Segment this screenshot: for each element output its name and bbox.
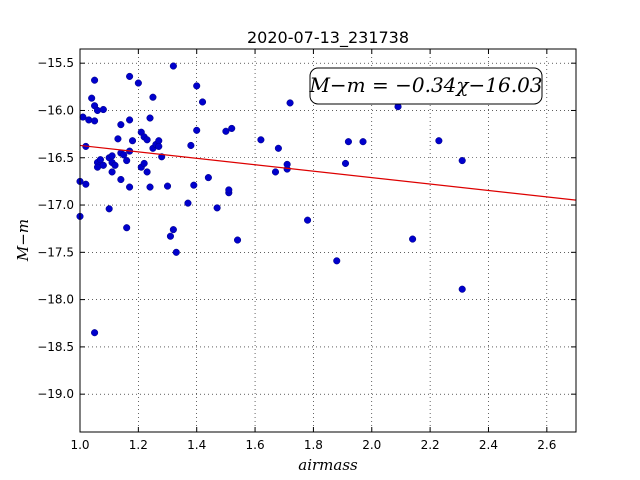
- data-point: [184, 199, 192, 207]
- y-tick-label: −15.5: [37, 56, 74, 70]
- x-tick-labels: 1.0 1.2 1.4 1.6 1.8 2.0 2.2 2.4 2.6: [70, 438, 556, 452]
- data-point: [134, 79, 142, 87]
- data-point: [93, 106, 102, 115]
- data-point: [146, 114, 154, 122]
- data-point: [79, 113, 87, 121]
- data-point: [85, 116, 93, 124]
- data-point: [409, 235, 417, 243]
- data-point: [234, 236, 242, 244]
- data-point: [341, 159, 350, 167]
- data-points: [76, 62, 466, 337]
- data-point: [458, 157, 466, 165]
- x-tick-label: 2.4: [479, 438, 498, 452]
- data-point: [187, 141, 195, 150]
- data-point: [96, 156, 104, 164]
- data-point: [304, 216, 312, 224]
- data-point: [126, 183, 134, 191]
- data-point: [163, 182, 172, 190]
- x-tick-label: 1.4: [187, 438, 206, 452]
- y-tick-labels: −15.5 −16.0 −16.5 −17.0 −17.5 −18.0 −18.5 −19.0: [37, 56, 74, 401]
- chart-title: 2020-07-13_231738: [247, 28, 409, 48]
- data-point: [117, 175, 125, 184]
- data-point: [123, 224, 131, 232]
- data-point: [114, 135, 122, 143]
- data-point: [140, 159, 148, 167]
- y-tick-label: −17.0: [37, 198, 74, 212]
- data-point: [166, 232, 174, 240]
- data-point: [146, 183, 154, 191]
- data-point: [435, 137, 443, 145]
- grid-lines: [79, 49, 576, 432]
- y-tick-label: −16.5: [37, 151, 74, 165]
- data-point: [105, 205, 113, 213]
- plot-frame: [79, 48, 577, 433]
- data-point: [128, 137, 137, 145]
- data-point: [111, 161, 119, 169]
- data-point: [169, 226, 177, 234]
- data-point: [225, 186, 233, 194]
- y-axis-label: M−m: [14, 219, 32, 262]
- data-point: [108, 168, 116, 176]
- annotation-box-border: [309, 67, 543, 105]
- data-point: [204, 174, 212, 182]
- data-point: [359, 138, 367, 146]
- data-point: [91, 76, 99, 84]
- y-tick-label: −17.5: [37, 245, 74, 259]
- fit-line: [79, 144, 577, 201]
- y-tick-label: −18.5: [37, 340, 74, 354]
- data-point: [228, 124, 236, 132]
- fit-equation-text: M−m = −0.34χ−16.03: [308, 73, 542, 97]
- data-point: [169, 62, 177, 70]
- fit-equation-annotation: M−m = −0.34χ−16.03: [308, 67, 543, 105]
- data-point: [143, 136, 151, 144]
- data-point: [108, 152, 116, 160]
- x-tick-label: 2.0: [362, 438, 381, 452]
- plot-background: [80, 49, 576, 432]
- axis-ticks: [79, 49, 576, 432]
- data-point: [190, 181, 198, 189]
- data-point: [99, 161, 107, 169]
- data-point: [458, 285, 466, 293]
- data-point: [82, 180, 90, 188]
- y-tick-label: −18.0: [37, 293, 74, 307]
- data-point: [193, 126, 201, 134]
- y-tick-label: −16.0: [37, 103, 74, 117]
- data-point: [283, 160, 291, 168]
- data-point: [126, 116, 134, 124]
- data-point: [93, 163, 102, 171]
- data-point: [344, 138, 352, 146]
- data-point: [117, 121, 125, 129]
- data-point: [143, 168, 151, 176]
- data-point: [257, 136, 265, 144]
- x-tick-label: 2.6: [537, 438, 556, 452]
- x-tick-label: 1.8: [304, 438, 323, 452]
- x-tick-label: 1.0: [70, 438, 89, 452]
- y-tick-label: −19.0: [37, 387, 74, 401]
- data-point: [222, 127, 230, 135]
- data-point: [333, 257, 341, 265]
- x-axis-label: airmass: [298, 456, 358, 474]
- fit-line-layer: [79, 144, 577, 201]
- data-point: [99, 105, 107, 114]
- x-tick-label: 1.6: [246, 438, 265, 452]
- data-point: [149, 93, 157, 101]
- data-point: [213, 204, 221, 212]
- data-point: [274, 144, 282, 152]
- data-point: [271, 168, 280, 176]
- x-tick-label: 2.2: [421, 438, 440, 452]
- data-point: [126, 72, 134, 80]
- data-point: [88, 94, 96, 102]
- data-point: [120, 151, 128, 159]
- plot-area: [76, 48, 577, 433]
- data-point: [155, 142, 163, 150]
- data-point: [91, 117, 99, 125]
- data-point: [286, 99, 294, 107]
- data-point: [172, 248, 180, 256]
- data-point: [198, 98, 207, 106]
- data-point: [91, 329, 99, 337]
- data-point: [193, 82, 201, 90]
- data-point: [123, 157, 131, 165]
- x-tick-label: 1.2: [129, 438, 148, 452]
